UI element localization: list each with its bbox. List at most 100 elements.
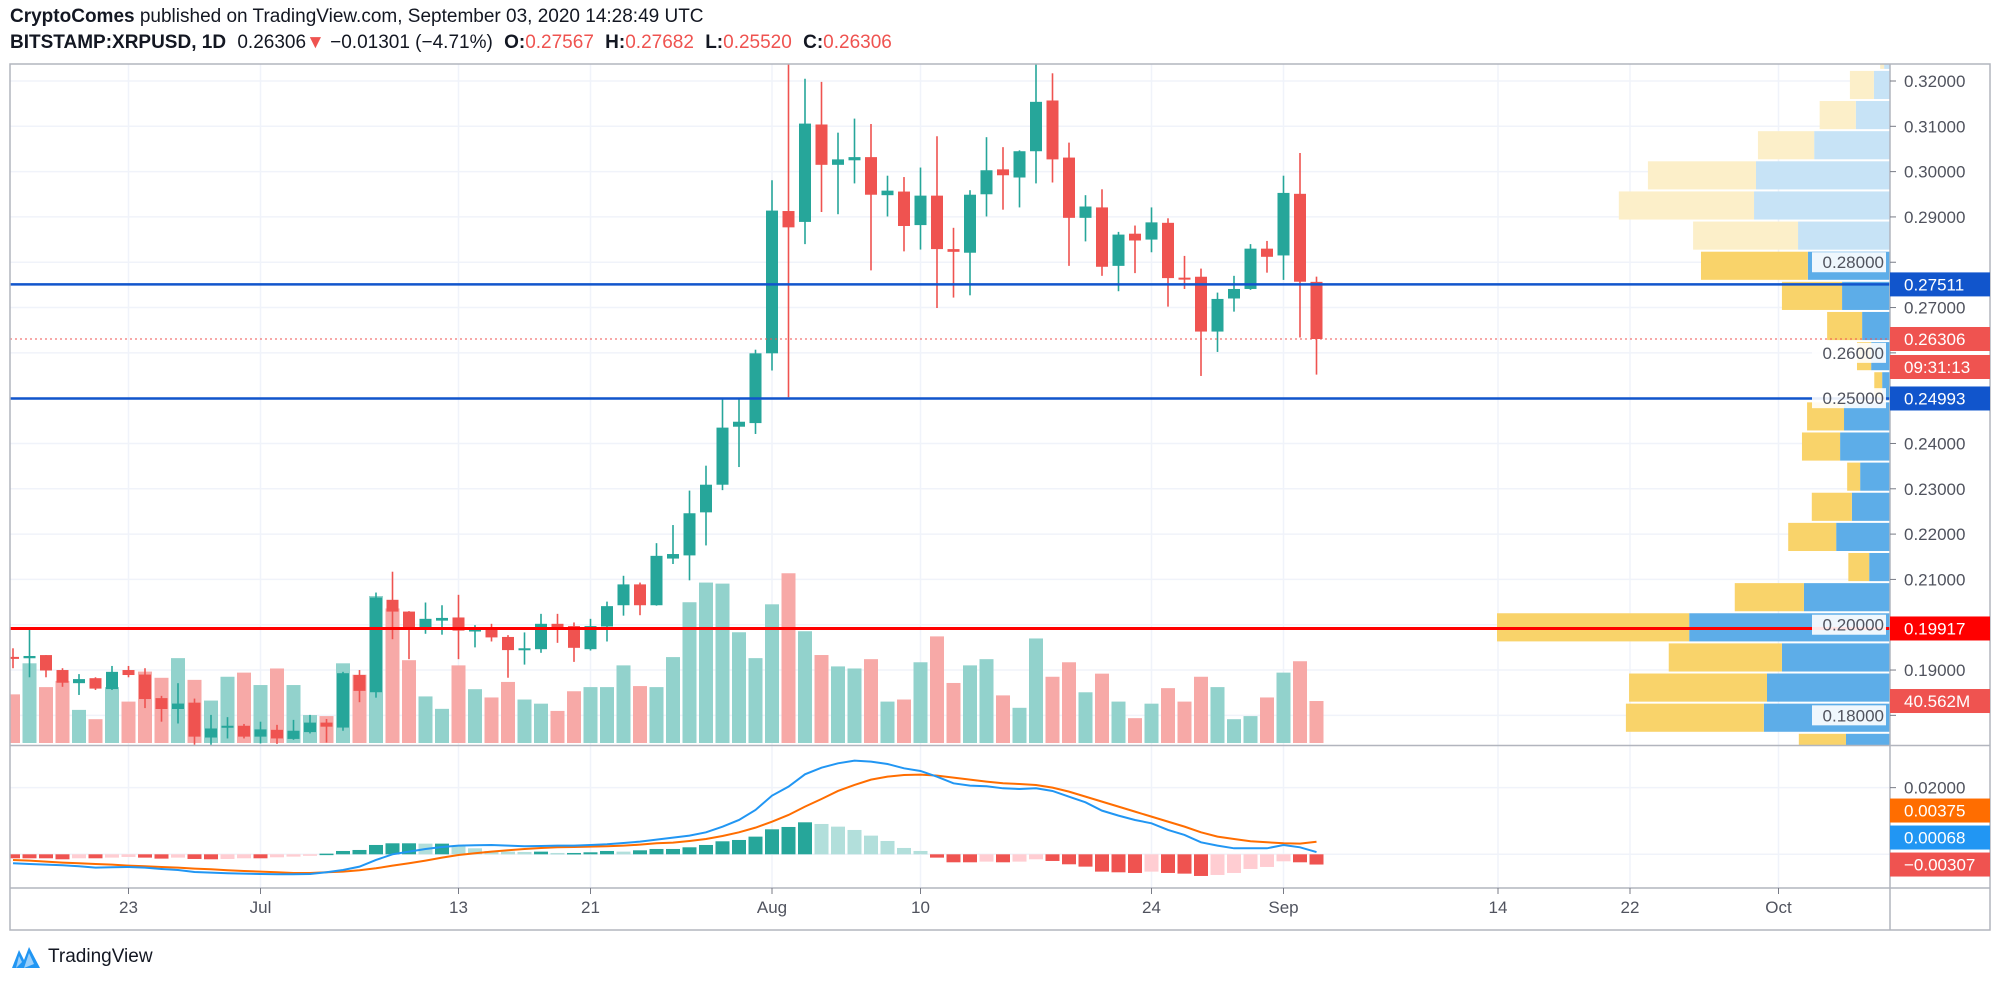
candle-body[interactable] [89,678,102,689]
tradingview-logo[interactable]: TradingView [10,944,153,970]
candle-body[interactable] [799,123,811,222]
candle-body[interactable] [403,611,415,630]
support-level-label: 0.24993 [1904,389,1965,408]
candle-body[interactable] [502,636,514,651]
candle-body[interactable] [898,191,910,226]
candle-body[interactable] [584,626,597,650]
candle-body[interactable] [601,606,613,627]
candle-body[interactable] [1129,233,1141,241]
candle-body[interactable] [700,484,712,513]
price-tick-label: 0.28000 [1823,253,1884,272]
candle-body[interactable] [1096,207,1108,267]
candle-body[interactable] [535,623,547,650]
candle-body[interactable] [1261,248,1273,257]
candle-body[interactable] [733,421,745,427]
candle-body[interactable] [1195,276,1207,332]
time-tick-label: 22 [1621,898,1640,917]
candle-body[interactable] [1079,206,1092,218]
candle-body[interactable] [221,725,234,728]
candle-body[interactable] [997,169,1009,176]
candle-body[interactable] [1162,222,1174,279]
volume-bar [253,685,268,743]
candle-body[interactable] [964,194,976,253]
candle-body[interactable] [1310,281,1323,339]
candle-body[interactable] [254,729,267,737]
macd-histogram-bar [385,843,400,855]
candle-body[interactable] [1178,277,1191,280]
candle-body[interactable] [914,195,927,226]
candle-body[interactable] [749,353,762,424]
candle-body[interactable] [815,124,828,165]
macd-pane [10,759,1324,876]
candle-body[interactable] [419,618,432,629]
price-change: −0.01301 (−4.71%) [330,32,493,53]
candle-body[interactable] [106,671,118,690]
volume-bar [1243,716,1258,743]
macd-histogram-bar [715,841,730,855]
candle-body[interactable] [353,675,366,691]
last-price: 0.26306 [237,32,307,53]
author-name[interactable]: CryptoComes [10,6,135,27]
candle-body[interactable] [1277,192,1290,256]
candle-body[interactable] [947,249,960,252]
candle-body[interactable] [7,656,19,659]
candle-body[interactable] [238,725,250,737]
candle-body[interactable] [1030,101,1042,152]
candle-body[interactable] [304,722,316,733]
candle-body[interactable] [865,157,877,195]
candle-body[interactable] [23,655,36,659]
candle-body[interactable] [683,513,696,556]
candle-body[interactable] [1294,193,1306,282]
candle-body[interactable] [56,670,69,683]
profile-up-bar [1766,673,1890,702]
volume-bar [649,687,664,743]
candle-body[interactable] [386,599,399,612]
candle-body[interactable] [782,211,795,228]
candle-body[interactable] [436,617,448,621]
time-tick-label: Oct [1765,898,1792,917]
candle-body[interactable] [320,722,333,727]
candle-body[interactable] [568,626,580,648]
candle-body[interactable] [551,623,564,628]
symbol-name[interactable]: BITSTAMP:XRPUSD, 1D [10,32,227,53]
candle-body[interactable] [485,628,498,638]
candle-body[interactable] [1244,248,1257,289]
volume-bar [55,680,70,743]
candle-body[interactable] [1228,288,1240,299]
candle-body[interactable] [188,702,201,737]
candle-body[interactable] [766,210,778,354]
candle-body[interactable] [980,170,993,195]
candle-body[interactable] [122,670,135,676]
candle-body[interactable] [287,730,300,739]
candle-body[interactable] [881,190,894,196]
candle-body[interactable] [73,679,85,684]
candle-body[interactable] [40,655,52,671]
candle-body[interactable] [1112,234,1125,266]
candle-body[interactable] [155,698,168,709]
candle-body[interactable] [1013,151,1026,178]
candle-body[interactable] [667,554,679,559]
candle-body[interactable] [832,159,844,165]
macd-histogram-bar [979,854,994,862]
candle-body[interactable] [650,555,663,606]
candle-body[interactable] [931,195,943,250]
candle-body[interactable] [139,674,151,700]
macd-histogram-bar [897,847,911,855]
candle-body[interactable] [172,703,184,709]
candle-body[interactable] [1145,222,1158,240]
candle-body[interactable] [337,673,349,728]
candle-body[interactable] [716,427,729,485]
horizontal-lines[interactable] [10,283,1890,630]
candle-body[interactable] [1046,100,1059,160]
candle-body[interactable] [1211,298,1224,332]
candle-body[interactable] [271,729,283,739]
candle-body[interactable] [617,584,630,606]
candle-body[interactable] [518,648,531,651]
candle-body[interactable] [205,728,217,738]
candle-body[interactable] [634,584,646,606]
candle-body[interactable] [1063,157,1075,218]
volume-bar [72,709,86,743]
candle-body[interactable] [370,597,382,693]
candle-body[interactable] [848,157,861,161]
